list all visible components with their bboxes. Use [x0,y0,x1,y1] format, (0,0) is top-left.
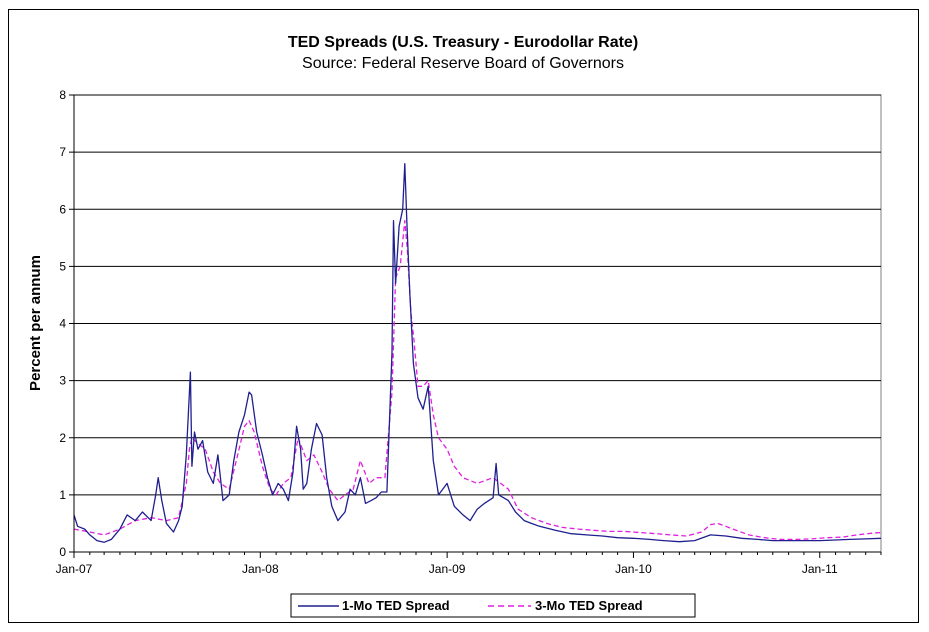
legend-label-3mo: 3-Mo TED Spread [535,598,643,613]
x-axis-ticks: Jan-07 Jan-08 Jan-09 Jan-10 Jan-11 [56,552,882,576]
legend-label-1mo: 1-Mo TED Spread [342,598,450,613]
y-tick-label: 5 [59,259,66,273]
y-tick-label: 0 [59,545,66,559]
chart-subtitle: Source: Federal Reserve Board of Governo… [302,55,624,72]
chart-frame: TED Spreads (U.S. Treasury - Eurodollar … [8,9,919,623]
y-tick-label: 4 [59,317,66,331]
series-line-3-mo-ted-spread [73,220,882,541]
y-tick-label: 2 [59,431,66,445]
y-tick-label: 7 [59,145,66,159]
y-tick-label: 1 [59,488,66,502]
chart-title: TED Spreads (U.S. Treasury - Eurodollar … [288,34,638,51]
y-axis-label: Percent per annum [27,255,44,391]
chart-canvas: TED Spreads (U.S. Treasury - Eurodollar … [27,34,882,618]
y-tick-label: 8 [59,88,66,102]
series-line-1-mo-ted-spread [73,162,882,543]
x-tick-label: Jan-11 [802,562,838,576]
x-tick-label: Jan-08 [242,562,279,576]
y-axis-ticks: 0 1 2 3 4 5 6 7 8 [59,88,74,559]
y-tick-label: 3 [59,374,66,388]
y-tick-label: 6 [59,202,66,216]
x-tick-label: Jan-07 [56,562,93,576]
legend[interactable]: 1-Mo TED Spread 3-Mo TED Spread [290,593,696,618]
x-tick-label: Jan-09 [429,562,466,576]
gridlines [74,94,881,496]
series-lines [73,162,882,543]
x-tick-label: Jan-10 [615,562,652,576]
